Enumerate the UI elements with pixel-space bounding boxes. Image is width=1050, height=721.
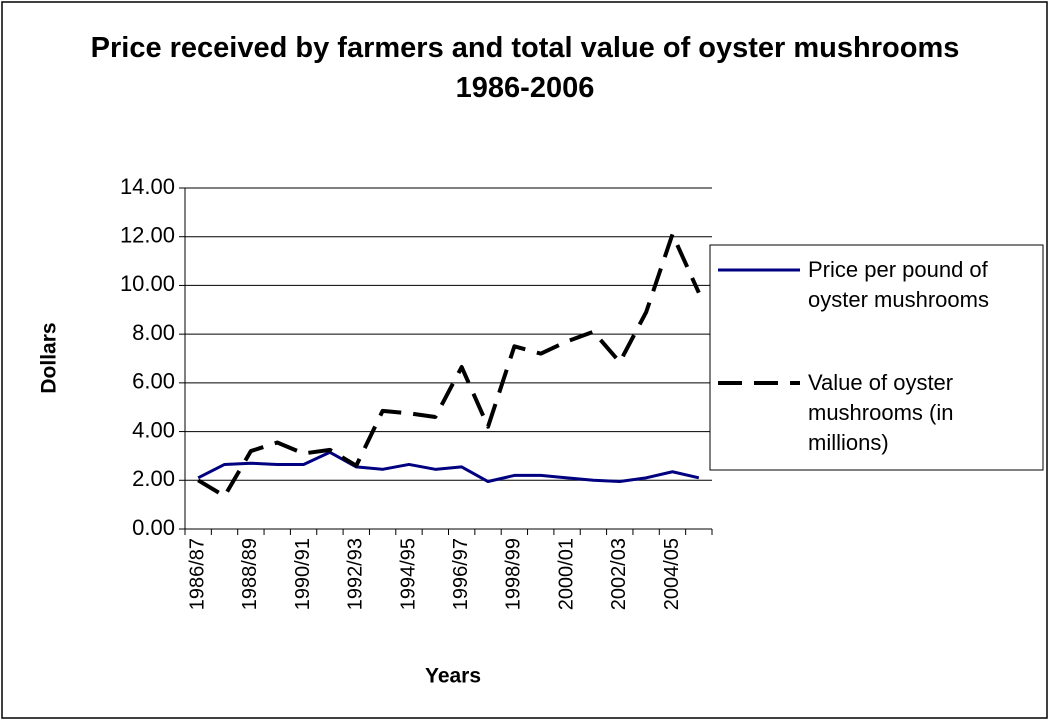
legend-label: Price per pound of oyster mushrooms (808, 257, 989, 312)
x-tick-label: 1994/95 (397, 538, 419, 610)
y-tick-label: 14.00 (120, 174, 175, 199)
x-tick-label: 1996/97 (450, 538, 472, 610)
legend-label: Value of oyster mushrooms (in millions) (808, 370, 954, 455)
y-axis-title: Dollars (38, 322, 61, 393)
x-tick-label: 1998/99 (503, 538, 525, 610)
legend-box (709, 244, 1044, 471)
y-tick-label: 0.00 (132, 515, 175, 540)
x-tick-label: 1986/87 (186, 538, 208, 610)
series-line (197, 232, 701, 499)
series-line (197, 450, 700, 484)
y-tick-label: 4.00 (132, 417, 175, 442)
chart-title: Price received by farmers and total valu… (90, 32, 960, 104)
x-tick-label: 1988/89 (239, 538, 261, 610)
y-tick-label: 12.00 (120, 223, 175, 248)
y-tick-label: 2.00 (132, 466, 175, 491)
x-tick-label: 1992/93 (345, 538, 367, 610)
x-tick-label: 2002/03 (608, 538, 630, 610)
y-tick-label: 6.00 (132, 369, 175, 394)
y-tick-label: 10.00 (120, 271, 175, 296)
x-tick-label: 2004/05 (661, 538, 683, 610)
x-tick-label: 2000/01 (555, 538, 577, 610)
x-tick-label: 1990/91 (292, 538, 314, 610)
x-axis-title: Years (425, 665, 481, 688)
y-tick-label: 8.00 (132, 320, 175, 345)
